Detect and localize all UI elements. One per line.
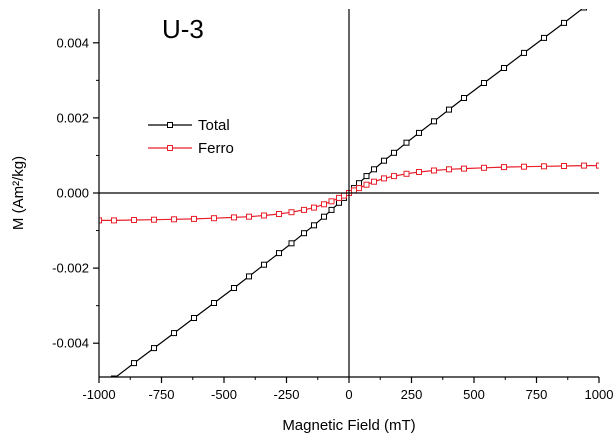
- data-point-ferro: [151, 216, 157, 223]
- data-point-total: [431, 118, 437, 125]
- x-tick-label: 1000: [585, 387, 614, 402]
- y-axis-title: M (Am²/kg): [10, 156, 27, 230]
- data-point-ferro: [416, 169, 422, 175]
- data-point-ferro: [541, 163, 547, 170]
- legend-label-ferro: Ferro: [198, 140, 234, 157]
- data-point-total: [521, 49, 527, 56]
- data-point-total: [403, 139, 410, 146]
- x-axis-title: Magnetic Field (mT): [282, 417, 415, 434]
- legend-marker-total: [167, 122, 173, 128]
- data-point-total: [581, 9, 587, 11]
- data-point-ferro: [311, 204, 317, 211]
- data-point-total: [501, 65, 507, 71]
- legend: Total Ferro: [148, 117, 234, 157]
- data-point-ferro: [111, 217, 117, 224]
- x-tick-label: -750: [148, 387, 174, 402]
- label-layer: U-3 Magnetic Field (mT) M (Am²/kg): [10, 14, 416, 434]
- data-point-ferro: [521, 163, 527, 170]
- data-point-total: [288, 240, 295, 247]
- data-point-ferro: [461, 165, 467, 172]
- data-point-total: [336, 199, 342, 206]
- data-point-ferro: [561, 163, 567, 169]
- x-tick-label: 0: [345, 387, 352, 402]
- data-point-ferro: [171, 216, 177, 223]
- x-tick-label: -250: [273, 387, 299, 402]
- y-tick-label: 0.002: [56, 110, 89, 125]
- data-point-ferro: [276, 211, 282, 217]
- data-point-ferro: [371, 178, 377, 185]
- data-point-ferro: [336, 194, 342, 201]
- x-tick-label: 750: [526, 387, 548, 402]
- data-point-ferro: [301, 206, 307, 213]
- data-point-ferro: [501, 164, 507, 171]
- data-point-total: [328, 206, 335, 213]
- data-point-total: [276, 250, 282, 257]
- data-point-ferro: [341, 192, 347, 199]
- data-point-total: [321, 213, 327, 220]
- data-point-ferro: [391, 173, 397, 180]
- series-markers-ferro: [99, 162, 599, 224]
- data-layer: [99, 9, 599, 377]
- data-point-ferro: [328, 198, 335, 205]
- data-point-total: [211, 300, 217, 306]
- data-point-total: [561, 19, 567, 26]
- data-point-ferro: [321, 201, 327, 208]
- x-tick-label: -1000: [82, 387, 115, 402]
- data-point-ferro: [99, 217, 102, 224]
- data-point-ferro: [596, 162, 599, 169]
- data-point-ferro: [446, 166, 452, 173]
- data-point-ferro: [261, 212, 267, 219]
- data-point-ferro: [211, 215, 217, 222]
- data-point-ferro: [481, 164, 487, 171]
- y-tick-label: -0.002: [52, 261, 89, 276]
- data-point-total: [191, 315, 197, 321]
- data-point-total: [541, 34, 547, 41]
- data-point-total: [446, 106, 452, 113]
- x-tick-label: -500: [211, 387, 237, 402]
- data-point-total: [261, 261, 267, 268]
- legend-label-total: Total: [198, 117, 230, 134]
- data-point-ferro: [191, 215, 197, 222]
- data-point-total: [246, 273, 252, 280]
- data-point-total: [391, 149, 397, 156]
- data-point-total: [371, 166, 377, 173]
- data-point-ferro: [431, 167, 437, 174]
- data-point-total: [151, 345, 157, 352]
- chart-title: U-3: [162, 14, 204, 44]
- data-point-total: [231, 285, 237, 291]
- data-point-ferro: [581, 162, 587, 169]
- data-point-total: [171, 330, 177, 337]
- data-point-total: [416, 129, 422, 136]
- axes-layer: -1000 -750 -500 -250 0 250 500 750 1000 -0.004 -0.…: [52, 9, 613, 402]
- y-tick-label: 0.000: [56, 186, 89, 201]
- data-point-ferro: [246, 213, 252, 220]
- data-point-total: [363, 173, 370, 180]
- data-point-ferro: [131, 217, 137, 223]
- data-point-total: [131, 360, 137, 367]
- data-point-total: [356, 180, 362, 187]
- data-point-ferro: [403, 170, 410, 177]
- data-point-ferro: [351, 187, 357, 194]
- data-point-total: [301, 230, 307, 237]
- data-point-ferro: [231, 214, 237, 221]
- y-tick-label: -0.004: [52, 336, 89, 351]
- series-markers-total: [111, 9, 587, 377]
- data-point-ferro: [288, 209, 295, 216]
- data-point-ferro: [363, 181, 370, 188]
- data-point-total: [461, 95, 467, 101]
- data-point-total: [481, 80, 487, 86]
- x-tick-label: 500: [463, 387, 485, 402]
- y-tick-label: 0.004: [56, 35, 89, 50]
- data-point-total: [381, 157, 387, 164]
- data-point-ferro: [356, 185, 362, 192]
- data-point-total: [311, 222, 317, 229]
- data-point-ferro: [381, 175, 387, 182]
- legend-marker-ferro: [167, 145, 173, 151]
- x-tick-label: 250: [401, 387, 423, 402]
